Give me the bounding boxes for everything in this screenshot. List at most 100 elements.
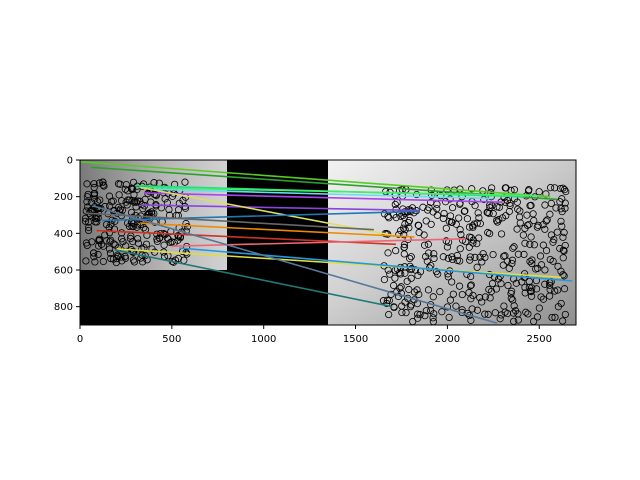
match-line <box>138 186 540 197</box>
keypoint-marker <box>436 288 444 296</box>
keypoint-marker <box>556 244 564 253</box>
keypoint-marker <box>155 234 164 242</box>
keypoint-marker <box>550 235 558 244</box>
keypoint-marker <box>448 204 457 212</box>
keypoint-marker <box>138 258 147 266</box>
keypoint-marker <box>400 243 408 251</box>
keypoint-marker <box>469 239 477 247</box>
keypoint-marker <box>547 231 555 239</box>
keypoint-marker <box>476 220 484 228</box>
keypoint-marker <box>546 281 554 289</box>
keypoint-marker <box>465 243 473 251</box>
match-line <box>116 248 562 279</box>
keypoint-marker <box>501 252 509 260</box>
keypoint-marker <box>561 310 569 319</box>
match-line <box>102 210 420 222</box>
match-line <box>85 212 374 231</box>
keypoint-marker <box>499 261 507 269</box>
keypoint-marker <box>442 224 450 232</box>
keypoint-marker <box>546 210 554 218</box>
keypoint-marker <box>160 241 168 249</box>
match-lines <box>80 161 573 324</box>
keypoint-marker <box>90 180 98 188</box>
keypoint-marker <box>114 203 123 211</box>
keypoint-marker <box>488 184 496 192</box>
keypoint-marker <box>410 288 419 296</box>
keypoint-marker <box>478 258 486 266</box>
keypoint-marker <box>484 209 492 217</box>
keypoint-marker <box>486 204 494 212</box>
keypoint-marker <box>129 178 138 186</box>
keypoint-marker <box>83 180 91 188</box>
keypoint-marker <box>508 256 517 264</box>
keypoint-marker <box>414 314 422 322</box>
keypoint-marker <box>85 226 93 235</box>
keypoint-marker <box>559 254 567 262</box>
keypoint-marker <box>559 233 567 241</box>
keypoint-marker <box>516 219 524 227</box>
keypoint-marker <box>527 201 535 209</box>
keypoint-marker <box>560 229 568 237</box>
keypoint-marker <box>130 258 139 266</box>
keypoint-marker <box>469 222 477 230</box>
keypoint-marker <box>91 214 99 222</box>
keypoint-marker <box>501 184 509 192</box>
keypoint-marker <box>443 303 452 311</box>
keypoint-marker <box>439 253 447 261</box>
keypoint-marker <box>559 271 567 279</box>
keypoint-marker <box>118 229 126 237</box>
keypoint-marker <box>421 253 430 261</box>
keypoint-marker <box>561 241 569 250</box>
keypoint-marker <box>406 254 414 263</box>
keypoint-marker <box>521 289 529 297</box>
keypoint-marker <box>403 277 411 285</box>
keypoint-marker <box>512 307 520 315</box>
keypoint-marker <box>113 251 122 259</box>
keypoint-marker <box>514 316 522 324</box>
keypoint-marker <box>528 259 536 268</box>
keypoint-marker <box>414 310 422 318</box>
left-image-panel <box>80 160 227 270</box>
keypoint-marker <box>521 239 529 247</box>
keypoint-marker <box>415 228 423 237</box>
keypoint-marker <box>423 257 431 265</box>
keypoint-marker <box>134 235 142 243</box>
keypoint-marker <box>442 237 450 245</box>
keypoint-marker <box>542 247 551 255</box>
keypoint-marker <box>458 290 466 299</box>
keypoint-marker <box>117 253 125 261</box>
keypoint-marker <box>391 274 399 282</box>
keypoint-marker <box>437 192 445 200</box>
keypoint-marker <box>467 281 475 289</box>
keypoint-marker <box>552 204 560 212</box>
keypoint-marker <box>392 247 400 255</box>
y-axis: 0 200 400 600 800 <box>54 156 80 313</box>
x-tick-label: 500 <box>162 334 181 345</box>
keypoint-marker <box>536 252 545 260</box>
keypoint-marker <box>106 249 115 257</box>
keypoint-marker <box>561 199 569 207</box>
keypoint-marker <box>541 280 549 288</box>
keypoint-marker <box>488 279 497 288</box>
keypoint-marker <box>528 256 536 264</box>
keypoint-marker <box>411 266 420 274</box>
keypoint-marker <box>429 208 437 216</box>
keypoint-marker <box>510 243 518 251</box>
keypoint-marker <box>95 235 103 243</box>
keypoint-marker <box>473 263 481 271</box>
keypoint-marker <box>152 191 160 200</box>
keypoint-marker <box>174 232 182 240</box>
keypoint-marker <box>534 264 542 272</box>
keypoint-marker <box>505 207 513 216</box>
keypoint-marker <box>489 210 497 218</box>
keypoint-marker <box>400 231 408 239</box>
keypoint-marker <box>90 190 98 198</box>
keypoint-marker <box>91 218 99 226</box>
keypoint-marker <box>456 226 464 234</box>
keypoint-marker <box>560 285 569 293</box>
keypoint-marker <box>448 278 456 286</box>
match-line <box>153 188 494 200</box>
keypoint-marker <box>465 233 474 241</box>
keypoint-marker <box>148 245 156 253</box>
